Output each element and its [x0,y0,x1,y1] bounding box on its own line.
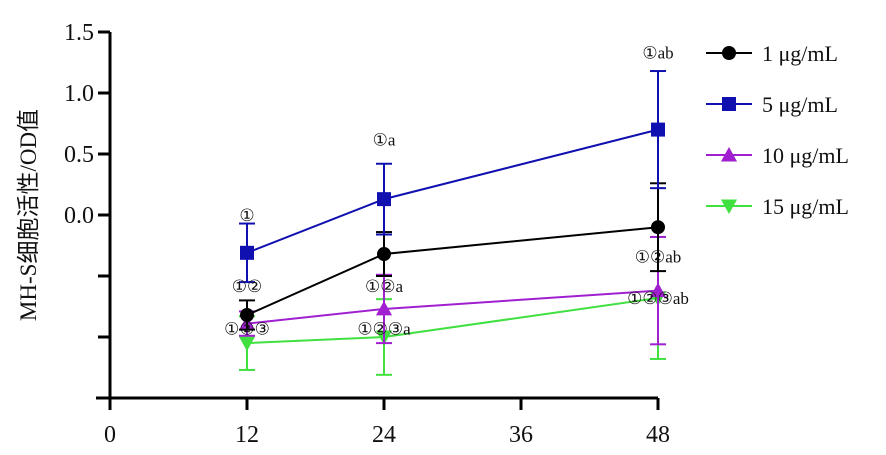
x-tick-label: 36 [509,422,533,448]
axes: 0.0 0.5 1.0 1.5 0 12 24 36 48 [64,20,670,448]
annotation-label: ①②a [365,277,403,296]
legend-label: 5 μg/mL [762,92,838,117]
legend: 1 μg/mL 5 μg/mL 10 μg/mL 15 μg/mL [706,41,849,219]
y-tick-label: 0.0 [64,203,94,229]
data-point [240,245,254,260]
data-point [240,308,254,323]
annotation-label: ①ab [642,44,673,63]
series-line [246,226,659,316]
data-point [377,192,391,207]
annotations: ① ①② ①②③ ①a ①②a ①②③a ①ab ①②ab ①②③ab [224,44,689,339]
y-tick-label: 1.5 [64,20,94,46]
x-tick-label: 24 [372,422,396,448]
legend-marker [720,199,738,215]
legend-item: 10 μg/mL [706,143,849,168]
legend-label: 1 μg/mL [762,41,838,66]
y-axis-label-group: MH-S细胞活性/OD值 [16,109,41,321]
series-3 [238,235,667,346]
annotation-label: ①②ab [635,247,682,266]
data-point [651,220,665,235]
annotation-label: ①②③ [224,319,270,338]
x-tick-label: 12 [235,422,259,448]
x-tick-label: 0 [104,422,116,448]
annotation-label: ①②③a [357,319,411,338]
legend-marker [722,46,736,60]
x-tick-label: 48 [646,422,670,448]
legend-item: 1 μg/mL [706,41,838,66]
legend-label: 15 μg/mL [762,194,849,219]
y-tick-label: 0.5 [64,142,94,168]
data-point [238,336,256,352]
legend-marker [720,146,738,162]
annotation-label: ①② [232,277,262,296]
data-point [377,247,391,262]
legend-marker [722,97,736,111]
y-tick-label: 1.0 [64,81,94,107]
legend-item: 5 μg/mL [706,92,838,117]
series-layer [238,70,667,376]
series-4 [238,235,667,376]
series-line [246,128,659,254]
annotation-label: ①②③ab [627,289,689,308]
data-point [375,300,393,316]
legend-label: 10 μg/mL [762,143,849,168]
annotation-label: ① [239,206,254,225]
series-1 [239,182,666,331]
legend-item: 15 μg/mL [706,194,849,219]
y-axis-label: MH-S细胞活性/OD值 [16,109,41,321]
annotation-label: ①a [373,130,396,149]
series-2 [239,70,666,284]
data-point [651,122,665,137]
data-point [649,282,667,298]
